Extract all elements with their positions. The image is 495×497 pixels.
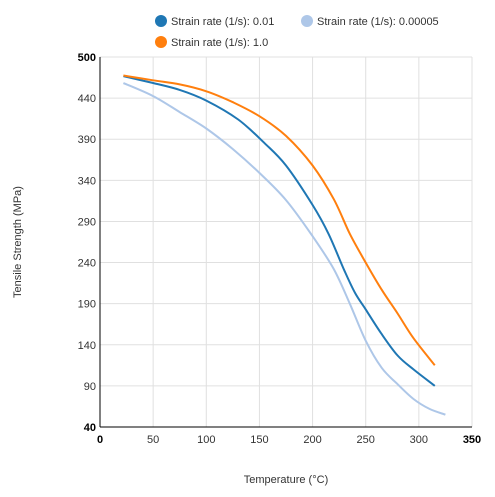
y-tick-label: 140: [78, 340, 96, 352]
legend-label-2[interactable]: Strain rate (1/s): 1.0: [171, 37, 268, 49]
x-axis-label: Temperature (°C): [244, 474, 328, 486]
legend-label-1[interactable]: Strain rate (1/s): 0.00005: [317, 16, 439, 28]
legend-swatch-2: [155, 36, 167, 48]
x-tick-label: 100: [197, 434, 215, 446]
x-tick-label: 50: [147, 434, 159, 446]
legend-swatch-1: [301, 15, 313, 27]
y-tick-label: 90: [84, 381, 96, 393]
axes: 0 50 100 150 200 250 300 350 40 90 140 190 240 290 340…: [78, 52, 482, 446]
y-tick-label: 240: [78, 258, 96, 270]
y-axis-label: Tensile Strength (MPa): [12, 186, 24, 298]
series-line-0: [123, 75, 436, 387]
grid: [100, 56, 473, 427]
y-tick-label: 390: [78, 134, 96, 146]
legend-label-0[interactable]: Strain rate (1/s): 0.01: [171, 16, 274, 28]
x-tick-label: 250: [357, 434, 375, 446]
legend: Strain rate (1/s): 0.01 Strain rate (1/s)…: [155, 15, 439, 49]
series-line-1: [122, 82, 446, 416]
x-tick-label: 0: [97, 434, 103, 446]
y-tick-label: 40: [84, 422, 96, 434]
y-tick-label: 290: [78, 216, 96, 228]
y-tick-label: 190: [78, 299, 96, 311]
legend-swatch-0: [155, 15, 167, 27]
x-tick-label: 200: [303, 434, 321, 446]
x-tick-label: 350: [463, 434, 481, 446]
x-tick-label: 150: [250, 434, 268, 446]
y-tick-label: 340: [78, 175, 96, 187]
y-tick-label: 500: [78, 52, 96, 64]
y-tick-label: 440: [78, 93, 96, 105]
x-tick-label: 300: [410, 434, 428, 446]
series-group: [122, 74, 446, 416]
series-line-2: [123, 74, 436, 366]
